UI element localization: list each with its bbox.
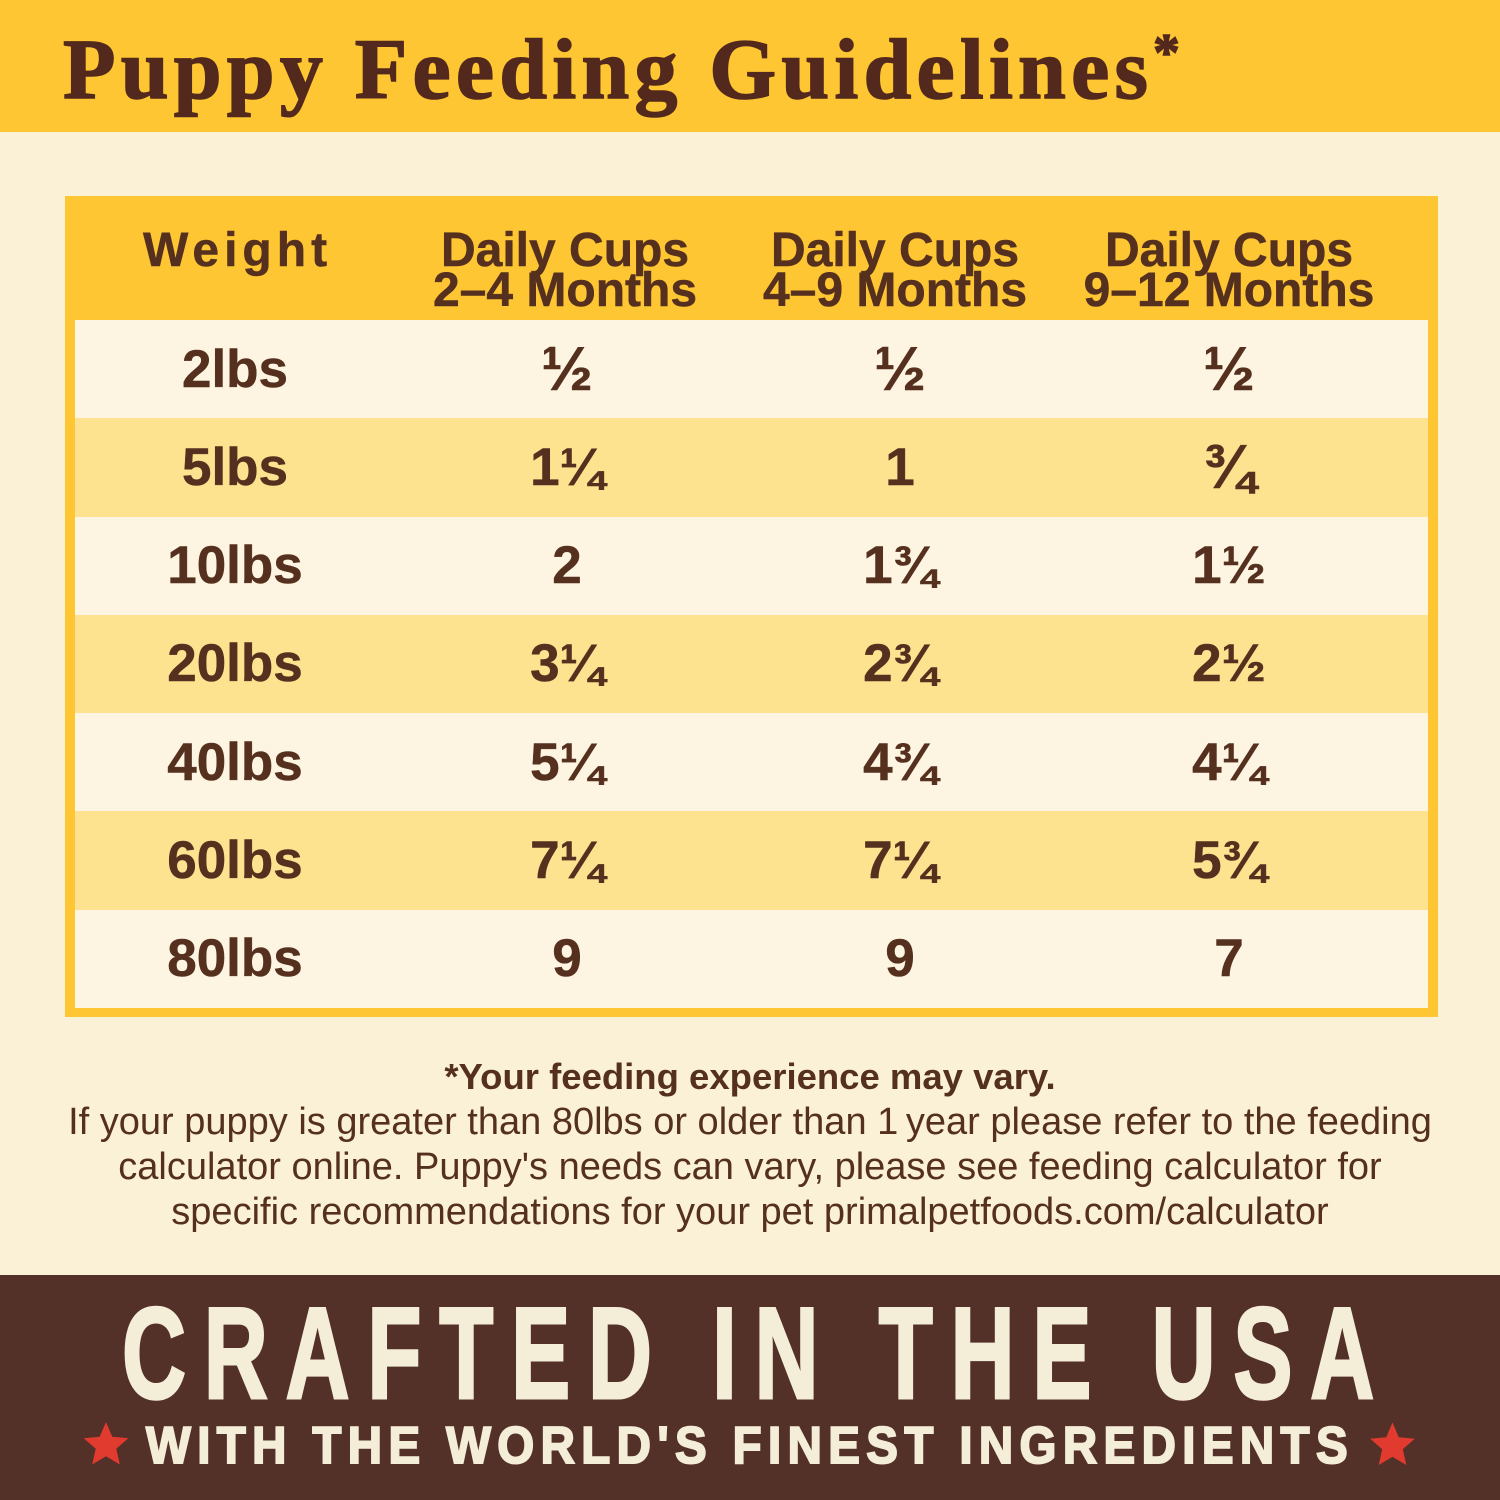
svg-text:WITH THE WORLD'S FINEST INGRED: WITH THE WORLD'S FINEST INGREDIENTS [146,1417,1354,1475]
svg-text:CRAFTED IN THE USA: CRAFTED IN THE USA [122,1280,1392,1426]
